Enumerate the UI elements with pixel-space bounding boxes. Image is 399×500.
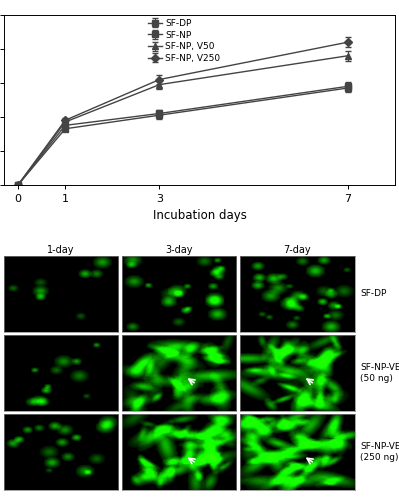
Text: SF-NP-VEGF
(50 ng): SF-NP-VEGF (50 ng) (360, 362, 399, 383)
Text: SF-DP: SF-DP (360, 289, 387, 298)
Text: SF-NP-VEGF
(250 ng): SF-NP-VEGF (250 ng) (360, 442, 399, 462)
Title: 1-day: 1-day (47, 245, 75, 255)
X-axis label: Incubation days: Incubation days (152, 210, 247, 222)
Title: 3-day: 3-day (166, 245, 193, 255)
Title: 7-day: 7-day (284, 245, 311, 255)
Legend: SF-DP, SF-NP, SF-NP, V50, SF-NP, V250: SF-DP, SF-NP, SF-NP, V50, SF-NP, V250 (145, 16, 223, 66)
